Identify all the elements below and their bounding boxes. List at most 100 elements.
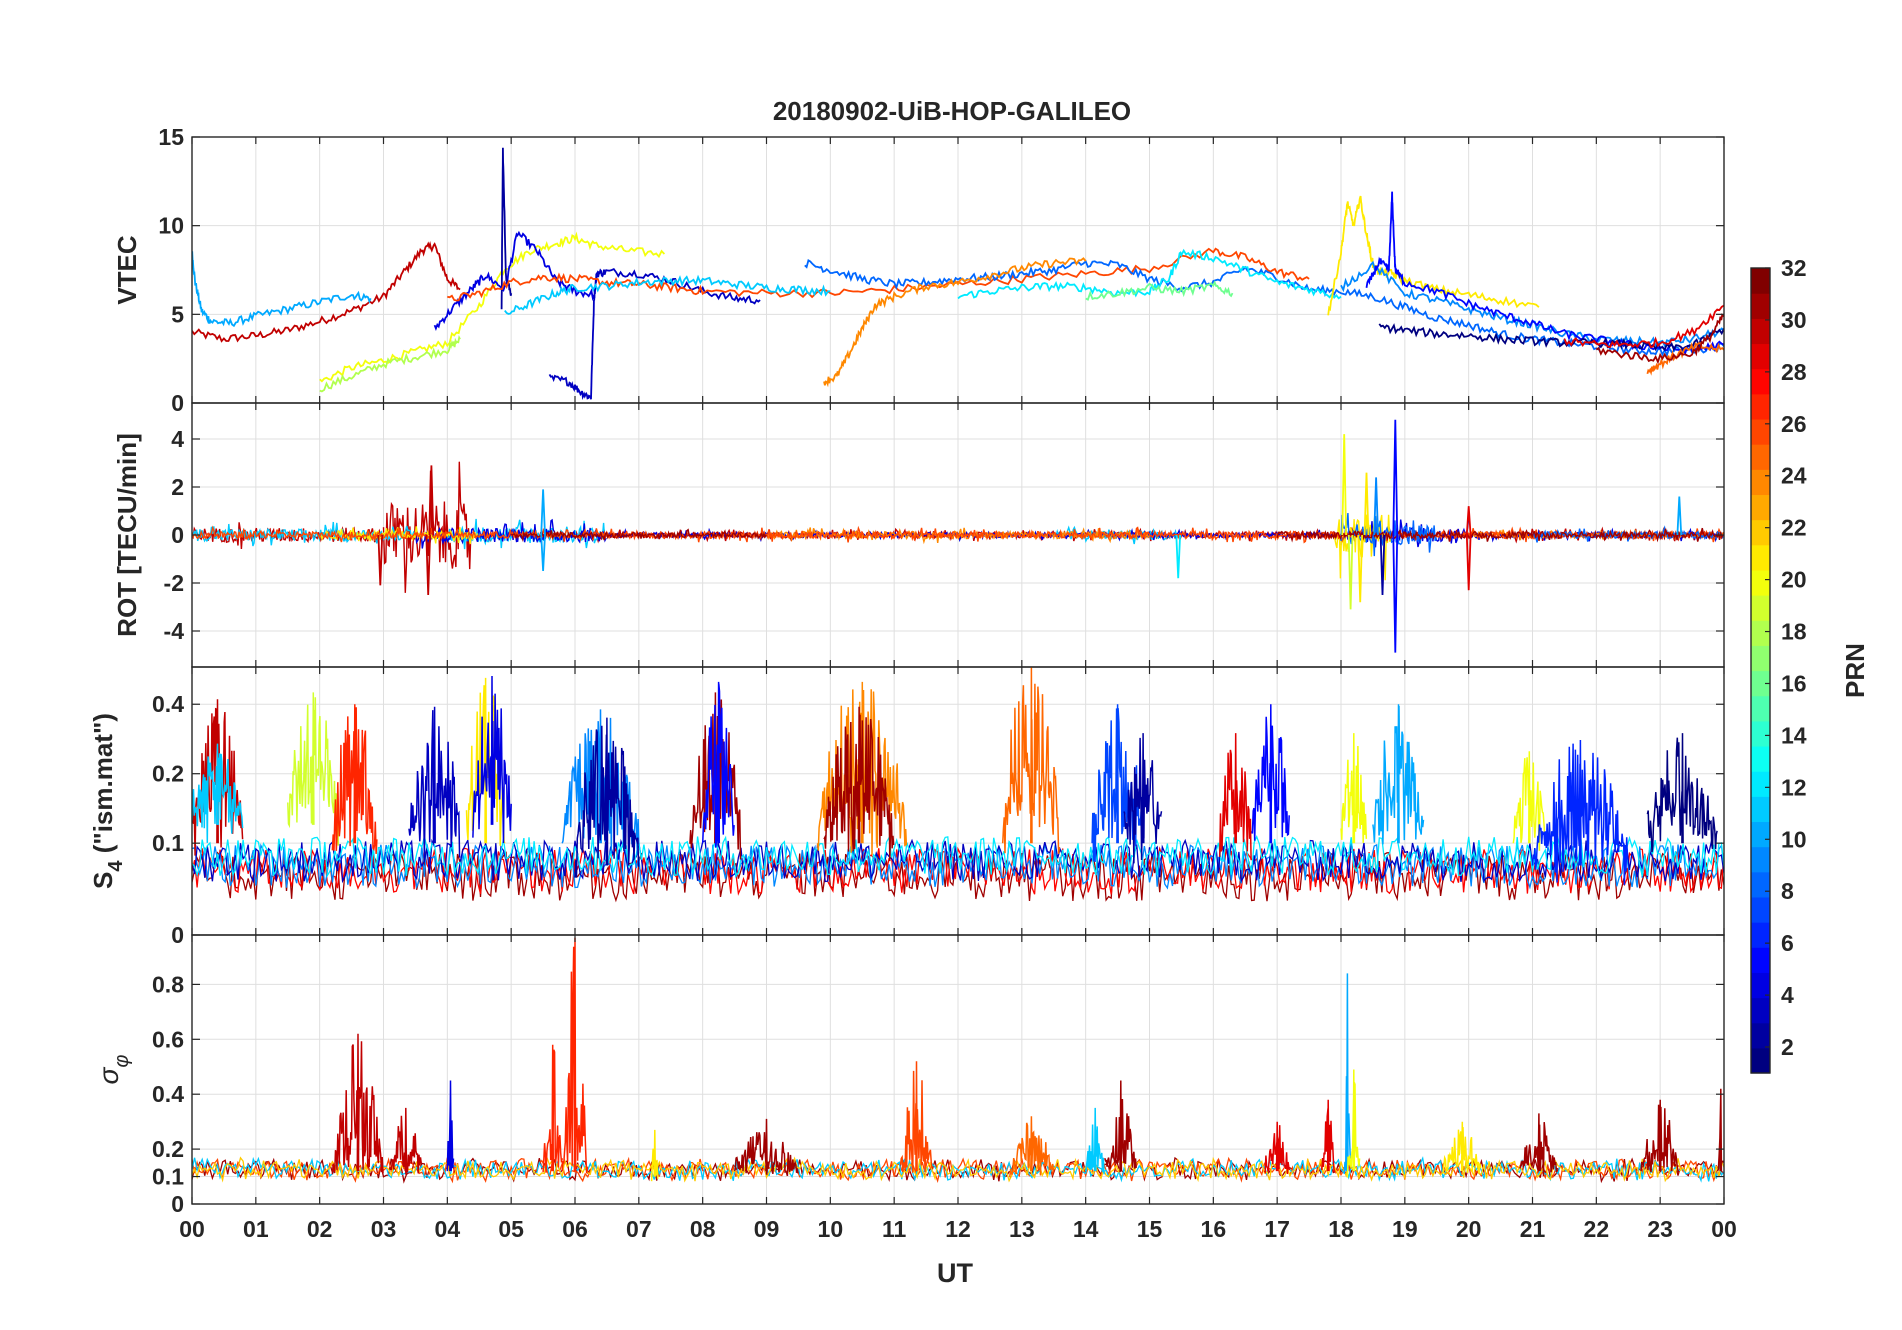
colorbar-swatch: [1751, 494, 1770, 521]
colorbar-tick-label: 28: [1781, 359, 1807, 385]
panel-s4: 0 0.1 0.2 0.4 S4 ("ism.mat"): [88, 666, 1725, 948]
colorbar-swatch: [1751, 972, 1770, 999]
series-line-prn3: [548, 267, 761, 400]
rot-spike-prn2: [1379, 534, 1386, 596]
y-tick-label: 0.4: [152, 691, 184, 717]
colorbar-swatch: [1751, 670, 1770, 697]
rot-spike-prn10: [540, 489, 546, 536]
panel-rot: -4 -2 0 2 4 ROT [TECU/min]: [112, 402, 1725, 668]
sigma_phi-burst-prn11: [1084, 1107, 1105, 1175]
colorbar-swatch: [1751, 544, 1770, 571]
rot-trace-prn31: [1276, 527, 1724, 543]
s4-burst-prn11: [192, 743, 244, 843]
sigma_phi-burst-prn29: [1263, 1121, 1291, 1175]
y-axis-label-sigma_phi: σφ: [93, 1055, 133, 1085]
rot-spike-prn10: [540, 534, 546, 572]
series-line-prn29: [1563, 304, 1724, 349]
x-tick-label: 11: [882, 1216, 907, 1242]
colorbar-swatch: [1751, 343, 1770, 370]
x-tick-label: 18: [1328, 1216, 1354, 1242]
colorbar-tick-label: 8: [1781, 878, 1794, 904]
colorbar-swatch: [1751, 745, 1770, 772]
s4-burst-prn20: [1340, 733, 1368, 844]
series-line-prn20: [319, 231, 666, 383]
colorbar-swatch: [1751, 393, 1770, 420]
sigma_phi-burst-prn27: [542, 1044, 563, 1173]
x-tick-label: 01: [243, 1216, 269, 1242]
rot-spike-prn5: [1392, 419, 1399, 536]
x-tick-label: 23: [1647, 1216, 1673, 1242]
sigma_phi-burst-prn21: [650, 1129, 659, 1182]
y-tick-label: 0.1: [152, 830, 184, 856]
y-tick-label: 0: [171, 1191, 184, 1217]
series-line-prn16: [1085, 280, 1234, 301]
s4-burst-prn5: [701, 681, 735, 848]
x-tick-label: 04: [435, 1216, 461, 1242]
x-tick-label: 05: [498, 1216, 524, 1242]
colorbar-swatch: [1751, 796, 1770, 823]
colorbar-tick-label: 12: [1781, 774, 1807, 800]
x-tick-label: 09: [754, 1216, 780, 1242]
sigma_phi-burst-prn30: [331, 1033, 384, 1175]
x-tick-label: 08: [690, 1216, 716, 1242]
colorbar-tick-label: 14: [1781, 722, 1807, 748]
y-tick-label: 0: [171, 522, 184, 548]
series-line-prn10: [192, 251, 372, 328]
colorbar-swatch: [1751, 922, 1770, 948]
colorbar-swatch: [1751, 418, 1770, 445]
colorbar-tick-label: 24: [1781, 463, 1807, 489]
s4-burst-prn27: [331, 704, 378, 854]
rot-trace-prn21: [319, 526, 479, 545]
colorbar-tick-label: 18: [1781, 619, 1807, 645]
colorbar-tick-label: 2: [1781, 1034, 1794, 1060]
rot-spike-prn29: [1465, 506, 1472, 536]
series-line-prn4: [433, 230, 596, 332]
panel-vtec: 0 5 10 15 VTEC: [112, 124, 1725, 416]
s4-burst-prn6: [1531, 739, 1629, 886]
rot-spike-prn5: [1392, 534, 1399, 653]
s4-burst-prn19: [287, 692, 340, 846]
rot-spike-prn21: [1363, 472, 1370, 536]
colorbar-label: PRN: [1840, 643, 1870, 698]
y-axis-label-vtec: VTEC: [112, 235, 142, 305]
x-tick-label: 16: [1201, 1216, 1227, 1242]
y-tick-label: 0.6: [152, 1026, 184, 1052]
colorbar-swatch: [1751, 318, 1770, 345]
chart-title: 20180902-UiB-HOP-GALILEO: [773, 96, 1131, 126]
x-tick-label: 20: [1456, 1216, 1482, 1242]
series-line-prn18: [319, 335, 461, 393]
colorbar-swatch: [1751, 695, 1770, 722]
x-tick-label: 13: [1009, 1216, 1035, 1242]
s4-burst-prn31: [823, 706, 895, 862]
colorbar-swatch: [1751, 821, 1770, 848]
baseline-trace-prn3: [192, 838, 1724, 884]
sigma_phi-burst-prn20: [1346, 1069, 1361, 1178]
colorbar-tick-label: 26: [1781, 411, 1807, 437]
y-tick-label: 0.2: [152, 761, 184, 787]
colorbar-tick-label: 22: [1781, 515, 1807, 541]
x-tick-label: 06: [562, 1216, 588, 1242]
y-tick-label: 0: [171, 390, 184, 416]
colorbar-tick-label: 20: [1781, 567, 1807, 593]
series-line-prn21: [1327, 195, 1540, 316]
rot-spike-prn20: [1341, 434, 1347, 536]
sigma_phi-burst-prn10: [1343, 973, 1352, 1174]
y-tick-label: 10: [158, 213, 184, 239]
y-tick-label: -2: [164, 570, 184, 596]
rot-spike-prn19: [1347, 534, 1354, 610]
sigma_phi-burst-prn26: [899, 1061, 933, 1173]
sigma_phi-burst-prn31: [733, 1118, 799, 1177]
series-line-prn2: [500, 147, 513, 310]
s4-burst-prn20: [1512, 751, 1546, 851]
x-tick-label: 19: [1392, 1216, 1418, 1242]
rot-trace-prn26: [192, 525, 1724, 544]
s4-burst-prn4: [472, 675, 512, 844]
x-tick-label: 00: [1711, 1216, 1737, 1242]
x-tick-label: 22: [1584, 1216, 1610, 1242]
rot-spike-prn21: [1357, 534, 1363, 603]
x-axis-label: UT: [937, 1258, 973, 1288]
sigma_phi-burst-prn21: [1442, 1121, 1482, 1174]
y-tick-label: 0: [171, 922, 184, 948]
